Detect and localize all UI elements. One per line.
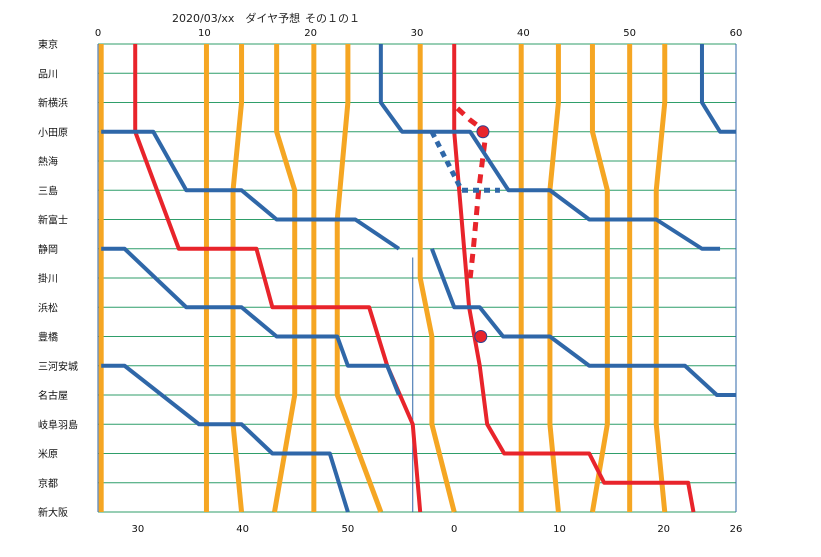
bottom-tick-label: 20 bbox=[657, 524, 670, 535]
station-label: 三河安城 bbox=[38, 360, 78, 373]
train-line-blue bbox=[378, 44, 721, 251]
bottom-tick-label: 0 bbox=[451, 524, 457, 535]
top-axis-ticks: 0 10 20 30 40 50 60 bbox=[95, 28, 743, 39]
station-label: 東京 bbox=[38, 38, 58, 51]
top-tick-label: 20 bbox=[304, 28, 317, 39]
station-label: 静岡 bbox=[38, 243, 58, 256]
station-label: 掛川 bbox=[38, 272, 58, 285]
grid bbox=[97, 43, 737, 513]
station-labels: 東京品川新横浜小田原熱海三島新富士静岡掛川浜松豊橋三河安城名古屋岐阜羽島米原京都… bbox=[38, 38, 78, 519]
station-label: 米原 bbox=[38, 448, 58, 461]
station-label: 熱海 bbox=[38, 155, 58, 168]
chart-title: 2020/03/xx ダイヤ予想 bbox=[172, 11, 300, 25]
train-line-orange bbox=[272, 44, 298, 513]
top-tick-label: 30 bbox=[411, 28, 424, 39]
station-label: 新大阪 bbox=[38, 506, 68, 519]
station-label: 豊橋 bbox=[38, 331, 58, 344]
bottom-tick-label: 40 bbox=[236, 524, 249, 535]
train-line-orange bbox=[417, 44, 457, 513]
station-label: 新富士 bbox=[38, 214, 68, 227]
station-label: 品川 bbox=[38, 68, 58, 80]
station-label: 小田原 bbox=[38, 127, 68, 139]
bottom-tick-label: 26 bbox=[730, 524, 743, 535]
bottom-tick-label: 10 bbox=[553, 524, 566, 535]
chart-subtitle: その１の１ bbox=[305, 12, 360, 25]
station-label: 岐阜羽島 bbox=[38, 418, 78, 431]
top-tick-label: 40 bbox=[517, 28, 530, 39]
train-line-red bbox=[133, 44, 423, 513]
top-tick-label: 50 bbox=[623, 28, 636, 39]
bottom-tick-label: 30 bbox=[132, 524, 145, 535]
train-line-blue bbox=[429, 130, 500, 193]
train-line-red bbox=[452, 44, 696, 513]
event-marker bbox=[476, 125, 490, 139]
top-tick-label: 0 bbox=[95, 28, 101, 39]
station-label: 浜松 bbox=[38, 301, 58, 314]
bottom-axis-ticks: 30 40 50 0 10 20 26 bbox=[132, 524, 743, 535]
train-lines bbox=[98, 44, 736, 513]
train-line-red bbox=[455, 106, 489, 279]
train-line-blue bbox=[101, 246, 401, 396]
train-line-orange bbox=[653, 44, 668, 513]
station-label: 名古屋 bbox=[38, 389, 68, 402]
train-line-blue bbox=[699, 44, 736, 134]
station-label: 新横浜 bbox=[38, 97, 68, 110]
train-line-blue bbox=[430, 248, 736, 397]
event-markers bbox=[474, 125, 490, 343]
bottom-tick-label: 50 bbox=[342, 524, 355, 535]
station-label: 三島 bbox=[38, 184, 58, 197]
train-line-blue bbox=[101, 363, 350, 513]
station-label: 京都 bbox=[38, 477, 58, 490]
event-marker bbox=[474, 330, 488, 343]
train-line-orange bbox=[589, 44, 610, 513]
top-tick-label: 10 bbox=[198, 28, 211, 39]
top-tick-label: 60 bbox=[730, 28, 743, 39]
train-line-blue bbox=[101, 129, 401, 251]
